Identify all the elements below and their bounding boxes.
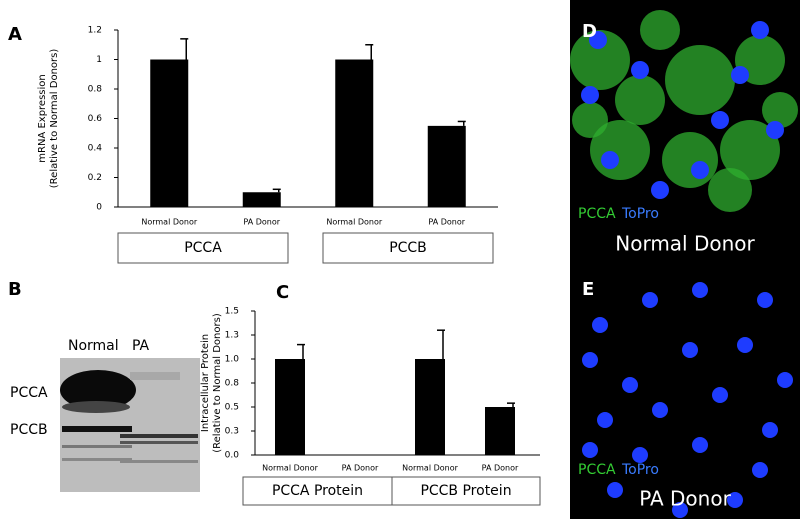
nucleus xyxy=(592,317,608,333)
nucleus xyxy=(582,352,598,368)
bar xyxy=(485,407,515,455)
nucleus xyxy=(607,482,623,498)
nucleus xyxy=(727,492,743,508)
y-tick-label: 1.3 xyxy=(225,331,239,341)
x-tick-label: PA Donor xyxy=(482,464,519,473)
lane-label: Normal xyxy=(68,338,119,354)
panel-label: C xyxy=(276,282,289,303)
group-label: PCCB xyxy=(389,240,427,256)
green-stain xyxy=(615,75,665,125)
nucleus xyxy=(589,31,607,49)
stain-label: ToPro xyxy=(621,462,659,478)
nucleus xyxy=(752,462,768,478)
nucleus xyxy=(652,402,668,418)
nucleus xyxy=(642,292,658,308)
nucleus xyxy=(691,161,709,179)
bar xyxy=(275,359,305,455)
stain-label: PCCA xyxy=(578,462,616,478)
nucleus xyxy=(582,442,598,458)
nucleus xyxy=(731,66,749,84)
nucleus xyxy=(601,151,619,169)
band-label: PCCB xyxy=(10,422,48,438)
x-tick-label: PA Donor xyxy=(342,464,379,473)
lane-label: PA xyxy=(132,338,150,354)
y-tick-label: 0.2 xyxy=(88,173,102,183)
group-label: PCCB Protein xyxy=(420,483,511,499)
y-tick-label: 0.3 xyxy=(225,427,239,437)
green-stain xyxy=(708,168,752,212)
nucleus xyxy=(737,337,753,353)
nucleus xyxy=(682,342,698,358)
x-tick-label: Normal Donor xyxy=(402,464,459,473)
stain-label: PCCA xyxy=(578,206,616,222)
panel-label: E xyxy=(582,279,594,300)
bar xyxy=(335,59,374,207)
y-tick-label: 1 xyxy=(96,55,102,65)
y-axis-label: (Relative to Normal Donors) xyxy=(212,313,223,453)
x-tick-label: Normal Donor xyxy=(141,218,198,227)
green-stain xyxy=(570,30,630,90)
green-stain xyxy=(720,120,780,180)
nucleus xyxy=(622,377,638,393)
group-box xyxy=(391,476,541,506)
nucleus xyxy=(762,422,778,438)
nucleus xyxy=(712,387,728,403)
nucleus xyxy=(751,21,769,39)
nucleus xyxy=(757,292,773,308)
green-stain xyxy=(662,132,718,188)
y-tick-label: 0.0 xyxy=(225,451,240,461)
x-tick-label: PA Donor xyxy=(428,218,465,227)
panel-label: D xyxy=(582,21,597,42)
y-tick-label: 1.0 xyxy=(225,355,240,365)
green-stain xyxy=(572,102,608,138)
nucleus xyxy=(651,181,669,199)
group-box xyxy=(322,232,494,264)
x-tick-label: Normal Donor xyxy=(326,218,383,227)
stain-label: ToPro xyxy=(621,206,659,222)
bar xyxy=(427,125,466,207)
panel-label: B xyxy=(8,279,22,300)
group-label: PCCA xyxy=(184,240,222,256)
image-caption: PA Donor xyxy=(639,487,731,511)
micrograph xyxy=(570,10,798,518)
band-label: PCCA xyxy=(10,385,48,401)
nucleus xyxy=(581,86,599,104)
y-tick-label: 1.2 xyxy=(88,26,102,36)
green-stain xyxy=(665,45,735,115)
nucleus xyxy=(597,412,613,428)
bar xyxy=(242,192,281,207)
panel-label: A xyxy=(8,24,22,45)
group-label: PCCA Protein xyxy=(272,483,363,499)
nucleus xyxy=(672,502,688,518)
nucleus xyxy=(777,372,793,388)
y-tick-label: 1.5 xyxy=(225,307,239,317)
nucleus xyxy=(711,111,729,129)
x-tick-label: PA Donor xyxy=(243,218,280,227)
green-stain xyxy=(762,92,798,128)
y-tick-label: 0.6 xyxy=(88,114,103,124)
x-tick-label: Normal Donor xyxy=(262,464,319,473)
blot-bands xyxy=(60,370,198,463)
bar xyxy=(415,359,445,455)
nucleus xyxy=(766,121,784,139)
y-tick-label: 0.5 xyxy=(225,403,239,413)
image-caption: Normal Donor xyxy=(615,232,755,256)
group-box xyxy=(117,232,289,264)
y-tick-label: 0.4 xyxy=(88,144,103,154)
y-axis-label: (Relative to Normal Donors) xyxy=(49,49,60,189)
y-axis-label: Intracellular Protein xyxy=(200,334,211,432)
y-tick-label: 0.8 xyxy=(225,379,240,389)
y-axis-label: mRNA Expression xyxy=(37,74,48,162)
nucleus xyxy=(692,437,708,453)
green-stain xyxy=(640,10,680,50)
nucleus xyxy=(631,61,649,79)
bar xyxy=(150,59,189,207)
y-tick-label: 0.8 xyxy=(88,85,103,95)
nucleus xyxy=(692,282,708,298)
y-tick-label: 0 xyxy=(96,203,102,213)
nucleus xyxy=(632,447,648,463)
